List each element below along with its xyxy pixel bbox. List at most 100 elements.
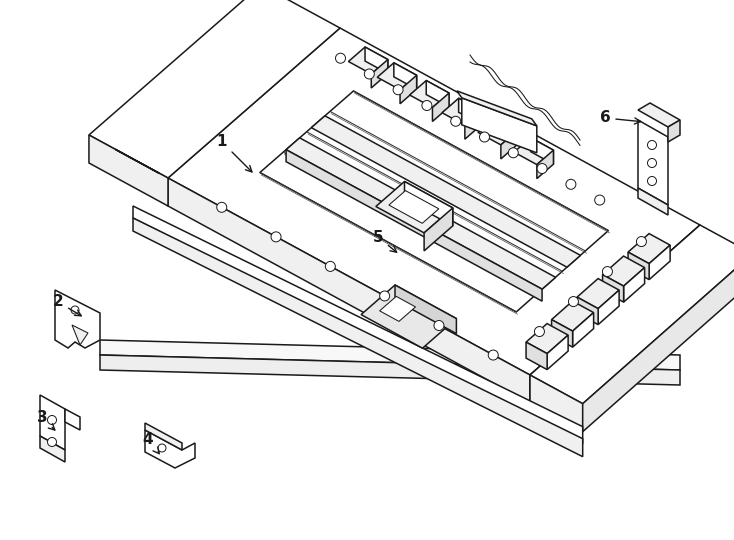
Circle shape (509, 148, 518, 158)
Polygon shape (394, 63, 417, 89)
Polygon shape (526, 342, 547, 369)
Circle shape (48, 437, 57, 447)
Circle shape (451, 116, 461, 126)
Circle shape (422, 100, 432, 111)
Circle shape (603, 267, 612, 276)
Polygon shape (371, 59, 388, 88)
Polygon shape (478, 118, 517, 145)
Polygon shape (465, 111, 482, 139)
Polygon shape (395, 285, 457, 334)
Polygon shape (495, 118, 517, 144)
Circle shape (647, 140, 656, 150)
Polygon shape (100, 340, 680, 370)
Polygon shape (389, 191, 439, 224)
Polygon shape (649, 245, 670, 280)
Polygon shape (410, 80, 449, 107)
Polygon shape (514, 138, 553, 165)
Circle shape (364, 69, 374, 79)
Polygon shape (133, 206, 583, 444)
Circle shape (48, 415, 57, 424)
Polygon shape (526, 323, 568, 354)
Polygon shape (551, 301, 594, 331)
Text: 6: 6 (600, 111, 641, 125)
Polygon shape (628, 234, 670, 264)
Polygon shape (457, 91, 537, 126)
Polygon shape (462, 98, 537, 153)
Circle shape (568, 296, 578, 307)
Polygon shape (547, 335, 568, 369)
Text: 4: 4 (142, 433, 159, 454)
Polygon shape (168, 28, 700, 375)
Polygon shape (577, 297, 598, 325)
Polygon shape (638, 188, 668, 215)
Polygon shape (432, 93, 449, 122)
Polygon shape (260, 91, 608, 312)
Circle shape (335, 53, 346, 63)
Polygon shape (530, 375, 583, 431)
Polygon shape (286, 138, 556, 289)
Circle shape (393, 85, 403, 94)
Polygon shape (40, 436, 65, 462)
Polygon shape (537, 150, 553, 179)
Polygon shape (424, 208, 453, 251)
Circle shape (534, 327, 545, 336)
Polygon shape (133, 218, 583, 457)
Circle shape (271, 232, 281, 242)
Circle shape (566, 179, 576, 190)
Polygon shape (459, 98, 482, 125)
Polygon shape (376, 181, 453, 233)
Polygon shape (89, 135, 168, 206)
Circle shape (479, 132, 490, 142)
Polygon shape (598, 290, 619, 325)
Polygon shape (40, 395, 65, 450)
Circle shape (647, 159, 656, 167)
Circle shape (379, 291, 390, 301)
Polygon shape (638, 103, 680, 127)
Polygon shape (668, 120, 680, 142)
Polygon shape (501, 131, 517, 159)
Polygon shape (624, 268, 644, 302)
Polygon shape (377, 63, 417, 90)
Polygon shape (311, 116, 581, 267)
Circle shape (71, 306, 79, 314)
Polygon shape (349, 47, 388, 74)
Polygon shape (530, 225, 700, 403)
Circle shape (488, 350, 498, 360)
Circle shape (158, 444, 166, 452)
Polygon shape (426, 80, 449, 107)
Circle shape (325, 261, 335, 272)
Polygon shape (530, 225, 734, 404)
Polygon shape (361, 285, 457, 348)
Polygon shape (72, 325, 88, 345)
Polygon shape (638, 120, 668, 205)
Polygon shape (365, 47, 388, 73)
Polygon shape (531, 138, 553, 164)
Circle shape (595, 195, 605, 205)
Polygon shape (628, 252, 649, 280)
Polygon shape (115, 150, 159, 173)
Text: 1: 1 (217, 134, 252, 172)
Text: 3: 3 (37, 410, 55, 430)
Text: 2: 2 (53, 294, 81, 316)
Polygon shape (65, 409, 80, 430)
Polygon shape (379, 296, 415, 321)
Polygon shape (573, 313, 594, 347)
Polygon shape (603, 275, 624, 302)
Polygon shape (583, 254, 734, 431)
Polygon shape (55, 290, 100, 348)
Circle shape (647, 177, 656, 186)
Polygon shape (100, 355, 680, 385)
Polygon shape (577, 279, 619, 309)
Polygon shape (442, 98, 482, 125)
Polygon shape (400, 75, 417, 104)
Circle shape (636, 237, 647, 247)
Circle shape (434, 321, 444, 330)
Polygon shape (145, 430, 195, 468)
Text: 5: 5 (373, 230, 396, 252)
Polygon shape (404, 181, 453, 226)
Polygon shape (89, 0, 340, 178)
Polygon shape (603, 256, 644, 286)
Circle shape (537, 164, 547, 173)
Circle shape (217, 202, 227, 212)
Polygon shape (145, 423, 182, 450)
